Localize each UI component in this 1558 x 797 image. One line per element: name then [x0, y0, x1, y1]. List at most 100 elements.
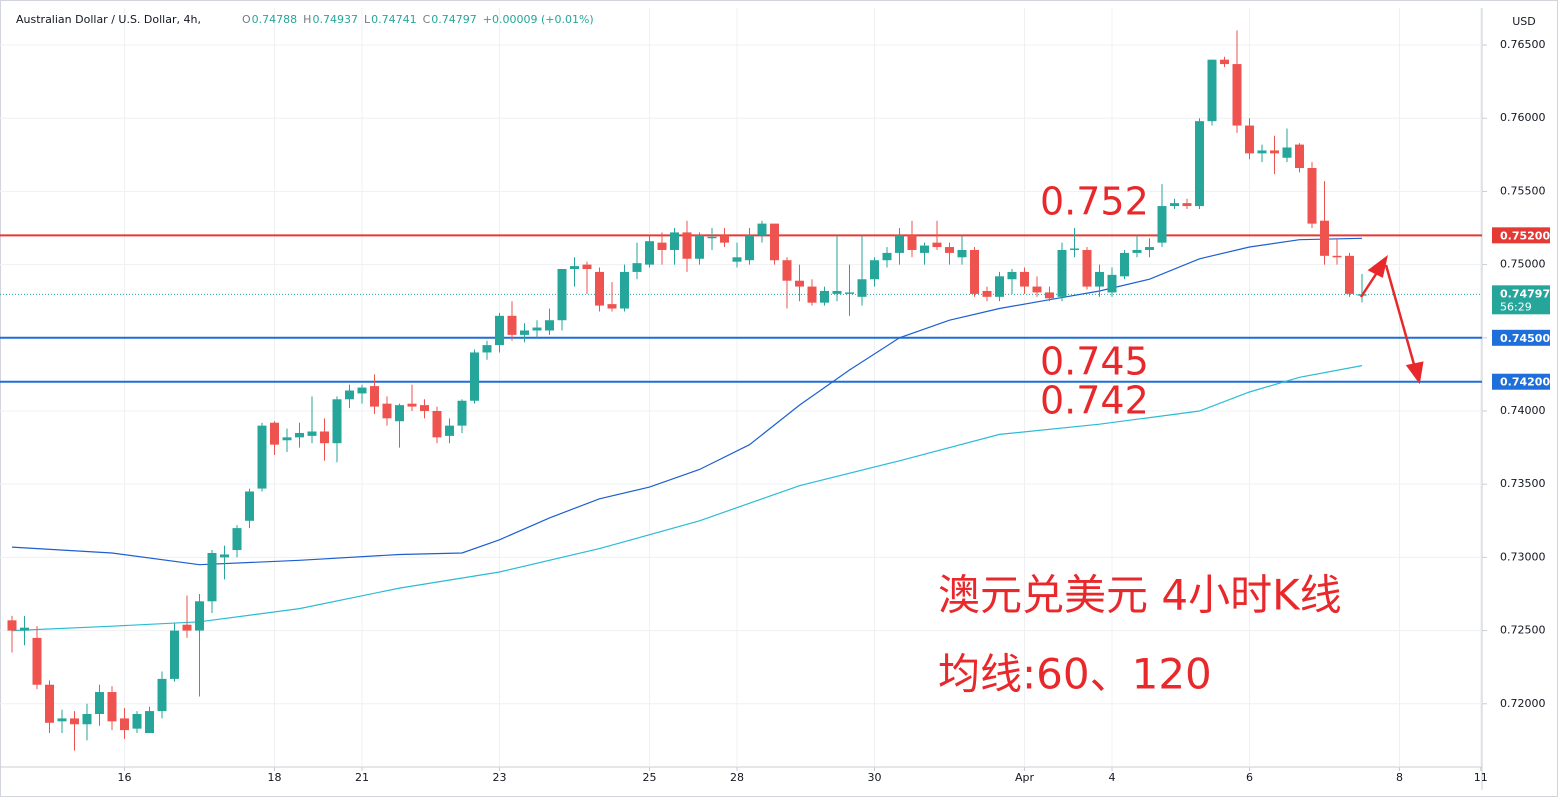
candle-body: [1282, 147, 1292, 158]
symbol: Australian Dollar / U.S. Dollar, 4h,: [16, 13, 201, 26]
candle-body: [1045, 292, 1054, 299]
y-tick-label: 0.73500: [1500, 477, 1546, 490]
note: 澳元兑美元 4小时K线: [938, 571, 1342, 620]
moving-average: [11, 365, 1363, 632]
arrow-head: [1405, 361, 1424, 385]
candle-body: [132, 714, 142, 729]
candle-body: [682, 232, 692, 259]
candle-body: [182, 624, 192, 631]
arrow-down: [1384, 264, 1417, 369]
candle-body: [507, 315, 517, 335]
candle-body: [357, 387, 367, 394]
candle-body: [1082, 249, 1092, 287]
candle-body: [920, 245, 929, 253]
y-tick-label: 0.72500: [1500, 624, 1546, 637]
candle-body: [170, 630, 179, 679]
x-tick-label: 28: [730, 771, 744, 784]
candle-body: [1095, 271, 1104, 287]
candle-body: [207, 552, 217, 602]
candle-body: [432, 410, 442, 438]
annotation: 0.742: [1040, 379, 1149, 423]
candle-body: [470, 352, 479, 401]
candle-body: [545, 320, 554, 331]
arrow-head: [1367, 254, 1388, 278]
candle-body: [457, 400, 467, 426]
candle-body: [557, 269, 567, 321]
x-tick-label: 21: [355, 771, 369, 784]
candle-body: [1157, 206, 1167, 243]
candle-body: [570, 266, 579, 270]
candle-body: [32, 637, 42, 685]
candle-body: [532, 327, 542, 331]
ohlc-label: L: [364, 13, 371, 26]
level-label: 0.74200: [1500, 376, 1550, 389]
candle-body: [482, 345, 492, 353]
candle-body: [720, 235, 729, 243]
candle-body: [345, 390, 354, 400]
annotation: 0.752: [1040, 180, 1149, 224]
x-tick-label: 25: [643, 771, 657, 784]
header: Australian Dollar / U.S. Dollar, 4h, O 0.…: [16, 13, 1536, 28]
moving-average: [11, 237, 1363, 566]
candle-body: [95, 692, 104, 715]
x-tick-label: 11: [1474, 771, 1488, 784]
candle-body: [1195, 121, 1204, 207]
candle-body: [795, 280, 804, 287]
candle-body: [332, 399, 342, 444]
ohlc-value: 0.74797: [431, 13, 477, 26]
countdown: 56:29: [1500, 300, 1532, 313]
candle-body: [1245, 125, 1254, 154]
candle-body: [707, 236, 717, 239]
candle-body: [1057, 249, 1067, 297]
ohlc-label: H: [303, 13, 311, 26]
candle-body: [745, 235, 754, 261]
candle-body: [620, 271, 629, 309]
candle-body: [20, 627, 29, 631]
candle-body: [1182, 203, 1192, 207]
candle-body: [270, 422, 279, 445]
candle-body: [145, 711, 154, 734]
level-label: 0.74500: [1500, 332, 1550, 345]
candle-body: [495, 315, 504, 346]
candle-body: [695, 235, 704, 259]
candle-body: [195, 601, 204, 631]
candle-body: [1220, 59, 1229, 65]
candle-body: [870, 260, 879, 280]
x-tick-label: 30: [868, 771, 882, 784]
grid: [0, 8, 1482, 767]
ohlc-change: +0.00009 (+0.01%): [483, 13, 594, 26]
candle-body: [1107, 274, 1117, 293]
candle-body: [1232, 64, 1242, 126]
candle-body: [295, 432, 304, 438]
candle-body: [857, 279, 867, 297]
x-tick-label: Apr: [1015, 771, 1035, 784]
candle-body: [307, 431, 317, 436]
candle-body: [257, 425, 267, 489]
last-price-label: 0.74797: [1500, 287, 1550, 300]
annotation: 0.745: [1040, 340, 1149, 384]
x-tick-label: 18: [268, 771, 282, 784]
candle-body: [1145, 247, 1154, 250]
candle-body: [645, 241, 654, 265]
candle-body: [1007, 271, 1017, 280]
candle-body: [632, 263, 642, 272]
y-tick-label: 0.74000: [1500, 404, 1546, 417]
candle-body: [407, 403, 417, 407]
candle-body: [970, 249, 979, 294]
level-label-box: [1492, 227, 1550, 244]
y-tick-label: 0.75000: [1500, 258, 1546, 271]
candle-body: [157, 678, 167, 712]
candle-body: [320, 431, 329, 444]
ohlc-label: C: [423, 13, 431, 26]
candle-body: [1207, 59, 1217, 122]
candle-body: [907, 235, 917, 250]
candle-body: [1295, 144, 1304, 168]
axis: 0.76500 0.76000 0.75500 0.75000 0.74500 0.740…: [118, 38, 1551, 784]
y-tick-label: 0.72000: [1500, 697, 1546, 710]
candle-body: [1257, 150, 1267, 154]
candle-body: [932, 242, 942, 248]
candle-body: [757, 223, 767, 236]
y-tick-label: 0.76500: [1500, 38, 1546, 51]
y-tick-label: 0.75500: [1500, 184, 1546, 197]
